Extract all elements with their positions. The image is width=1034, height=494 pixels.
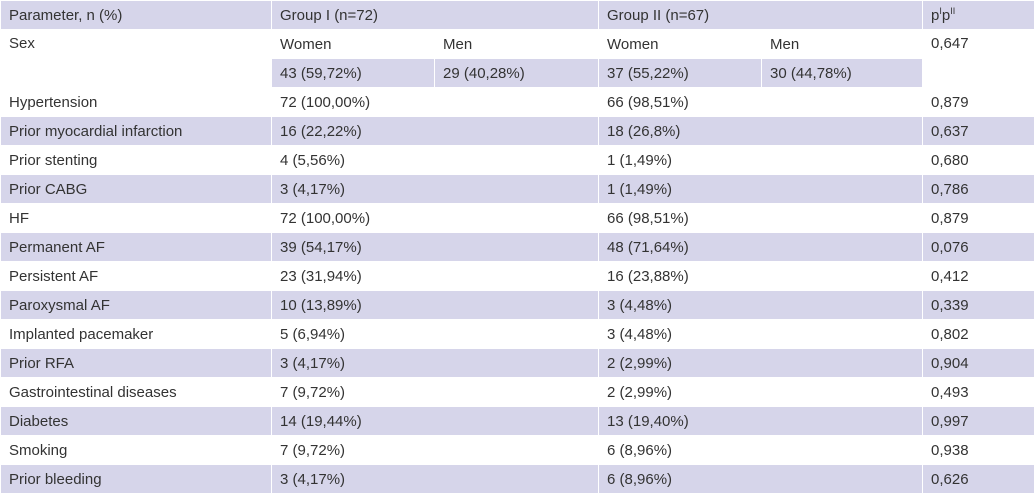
cell-group2: 48 (71,64%) [599,233,923,262]
cell-group1: 4 (5,56%) [272,146,599,175]
cell-group2: 1 (1,49%) [599,146,923,175]
cell-group2: 18 (26,8%) [599,117,923,146]
p-base-2: p [942,7,950,24]
cell-parameter: Implanted pacemaker [1,320,272,349]
sex-g1-men-value: 29 (40,28%) [435,59,599,88]
cell-parameter: Hypertension [1,88,272,117]
sex-g1-men-label: Men [435,30,599,59]
cell-group2: 2 (2,99%) [599,349,923,378]
header-parameter: Parameter, n (%) [1,1,272,30]
header-group2: Group II (n=67) [599,1,923,30]
cell-parameter: Gastrointestinal diseases [1,378,272,407]
cell-group1: 72 (100,00%) [272,88,599,117]
cell-group2: 3 (4,48%) [599,291,923,320]
sex-g2-women-value: 37 (55,22%) [599,59,762,88]
header-p-value: pIpII [923,1,1034,30]
sex-g2-men-value: 30 (44,78%) [762,59,923,88]
cell-group1: 23 (31,94%) [272,262,599,291]
cell-p-value: 0,938 [923,436,1034,465]
cell-p-value: 0,076 [923,233,1034,262]
sex-g2-women-label: Women [599,30,762,59]
cell-parameter: Persistent AF [1,262,272,291]
cell-group1: 7 (9,72%) [272,436,599,465]
cell-p-value: 0,493 [923,378,1034,407]
cell-group1: 39 (54,17%) [272,233,599,262]
cell-p-value: 0,997 [923,407,1034,436]
cell-group2: 6 (8,96%) [599,436,923,465]
cell-p-value: 0,680 [923,146,1034,175]
cell-parameter: HF [1,204,272,233]
cell-group1: 3 (4,17%) [272,349,599,378]
cell-group1: 10 (13,89%) [272,291,599,320]
cell-parameter: Prior myocardial infarction [1,117,272,146]
cell-p-value: 0,412 [923,262,1034,291]
cell-group1: 72 (100,00%) [272,204,599,233]
cell-group2: 13 (19,40%) [599,407,923,436]
cell-parameter: Prior bleeding [1,465,272,494]
cell-group1: 3 (4,17%) [272,175,599,204]
cell-parameter: Paroxysmal AF [1,291,272,320]
cell-p-value: 0,879 [923,88,1034,117]
cell-p-value: 0,786 [923,175,1034,204]
cell-group1: 7 (9,72%) [272,378,599,407]
sex-label: Sex [1,30,272,88]
cell-group2: 66 (98,51%) [599,88,923,117]
cell-group2: 66 (98,51%) [599,204,923,233]
cell-p-value: 0,802 [923,320,1034,349]
cell-parameter: Permanent AF [1,233,272,262]
sex-p-value: 0,647 [923,30,1034,88]
cell-parameter: Prior CABG [1,175,272,204]
p-sup-2: II [950,6,955,16]
header-group1: Group I (n=72) [272,1,599,30]
cell-group1: 5 (6,94%) [272,320,599,349]
cell-group1: 14 (19,44%) [272,407,599,436]
cell-group2: 3 (4,48%) [599,320,923,349]
cell-parameter: Diabetes [1,407,272,436]
cell-group1: 16 (22,22%) [272,117,599,146]
cell-parameter: Smoking [1,436,272,465]
cell-group2: 2 (2,99%) [599,378,923,407]
sex-row-labels: Sex Women Men Women Men 0,647 [1,30,1034,59]
cell-p-value: 0,339 [923,291,1034,320]
header-row: Parameter, n (%) Group I (n=72) Group II… [1,1,1034,30]
sex-g1-women-value: 43 (59,72%) [272,59,435,88]
cell-group1: 3 (4,17%) [272,465,599,494]
cell-group2: 16 (23,88%) [599,262,923,291]
cell-p-value: 0,879 [923,204,1034,233]
cell-p-value: 0,904 [923,349,1034,378]
cell-p-value: 0,626 [923,465,1034,494]
cell-group2: 1 (1,49%) [599,175,923,204]
cell-parameter: Prior RFA [1,349,272,378]
cell-p-value: 0,637 [923,117,1034,146]
sex-g1-women-label: Women [272,30,435,59]
cell-group2: 6 (8,96%) [599,465,923,494]
sex-g2-men-label: Men [762,30,923,59]
cell-parameter: Prior stenting [1,146,272,175]
